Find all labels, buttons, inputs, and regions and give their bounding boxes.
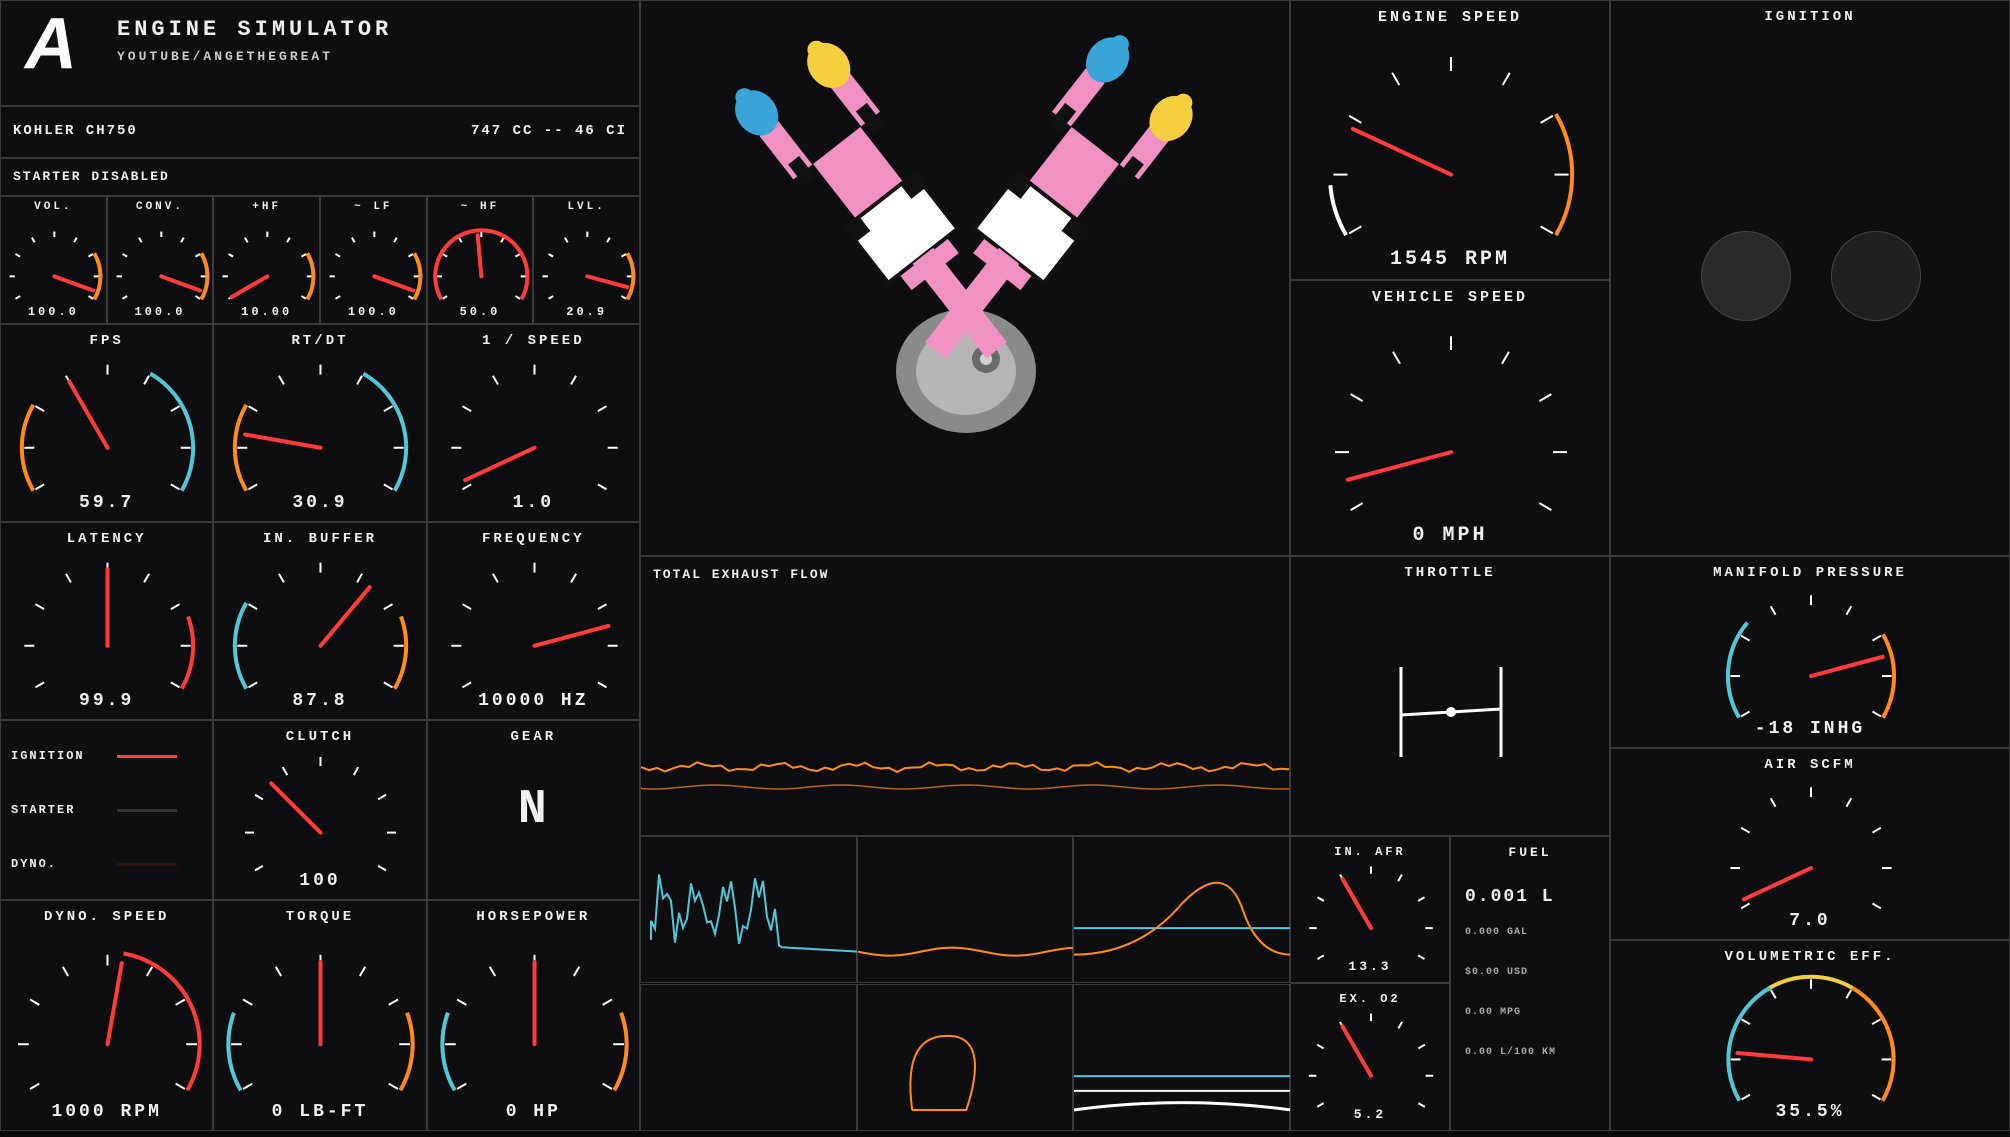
gauge-r3-1-value: 87.8 xyxy=(214,691,425,711)
ignition-dot-1 xyxy=(1701,231,1791,321)
toggle-dyno[interactable]: DYNO. xyxy=(11,849,177,879)
mini-gauge-3-value: 100.0 xyxy=(321,305,426,319)
mini-gauge-2: +HF10.00 xyxy=(213,196,320,324)
engine-name: KOHLER CH750 xyxy=(13,123,138,139)
fuel-line-0: 0.000 GAL xyxy=(1465,927,1528,938)
toggle-indicator xyxy=(117,863,177,866)
manifold-value: -18 INHG xyxy=(1611,719,2009,739)
air-scfm: AIR SCFM7.0 xyxy=(1610,748,2010,940)
toggle-starter[interactable]: STARTER xyxy=(11,795,177,825)
toggle-label: IGNITION xyxy=(11,749,101,763)
exhaust-flow-panel: TOTAL EXHAUST FLOW xyxy=(640,556,1290,836)
throttle-panel: THROTTLE xyxy=(1290,556,1610,836)
waveform-1 xyxy=(857,836,1074,983)
ignition-panel: IGNITION xyxy=(1610,0,2010,556)
volumetric-value: 35.5% xyxy=(1611,1102,2009,1122)
clutch-value: 100 xyxy=(214,871,425,891)
mini-gauge-2-value: 10.00 xyxy=(214,305,319,319)
mini-gauge-1: CONV.100.0 xyxy=(107,196,214,324)
toggles-panel: IGNITION STARTER DYNO. xyxy=(0,720,213,900)
gauge-r2-1: RT/DT30.9 xyxy=(213,324,426,522)
ex-o2: EX. O25.2 xyxy=(1290,983,1450,1131)
gauge-r3-2: FREQUENCY10000 HZ xyxy=(427,522,640,720)
engine-displacement: 747 CC -- 46 CI xyxy=(471,123,627,139)
engine-speed-value: 1545 RPM xyxy=(1291,248,1609,271)
gauge-r3-1: IN. BUFFER87.8 xyxy=(213,522,426,720)
gauge-r2-0-value: 59.7 xyxy=(1,493,212,513)
gauge-r5-1-dial xyxy=(214,901,427,1132)
engine-visualization[interactable] xyxy=(640,0,1290,556)
volumetric: VOLUMETRIC EFF.35.5% xyxy=(1610,940,2010,1131)
mini-gauge-1-value: 100.0 xyxy=(108,305,213,319)
gauge-r5-1-value: 0 LB-FT xyxy=(214,1102,425,1122)
mini-gauge-4: ~ HF50.0 xyxy=(427,196,534,324)
fuel-label: FUEL xyxy=(1451,837,1609,860)
mini-gauge-5-value: 20.9 xyxy=(534,305,639,319)
gear-value: N xyxy=(428,721,639,899)
gauge-r5-1: TORQUE0 LB-FT xyxy=(213,900,426,1131)
fuel-panel: FUEL 0.001 L 0.000 GAL $0.00 USD 0.00 MPG 0.0… xyxy=(1450,836,1610,1131)
air-scfm-value: 7.0 xyxy=(1611,911,2009,931)
app-title: ENGINE SIMULATOR xyxy=(117,17,392,42)
mini-gauge-0-value: 100.0 xyxy=(1,305,106,319)
gauge-r2-2-value: 1.0 xyxy=(428,493,639,513)
gauge-r5-2-value: 0 HP xyxy=(428,1102,639,1122)
starter-status-label: STARTER DISABLED xyxy=(13,169,170,184)
fuel-line-2: 0.00 MPG xyxy=(1465,1007,1521,1018)
gauge-r5-0-value: 1000 RPM xyxy=(1,1102,212,1122)
fuel-line-1: $0.00 USD xyxy=(1465,967,1528,978)
toggle-label: DYNO. xyxy=(11,857,101,871)
engine-speed: ENGINE SPEED1545 RPM xyxy=(1290,0,1610,280)
gauge-r3-0-value: 99.9 xyxy=(1,691,212,711)
waveform-2 xyxy=(1073,836,1290,983)
toggle-indicator xyxy=(117,809,177,812)
vehicle-speed: VEHICLE SPEED0 MPH xyxy=(1290,280,1610,556)
gear-panel: GEARN xyxy=(427,720,640,900)
engine-info: KOHLER CH750 747 CC -- 46 CI xyxy=(0,106,640,158)
vehicle-speed-value: 0 MPH xyxy=(1291,524,1609,547)
ignition-dot-2 xyxy=(1831,231,1921,321)
waveform-4 xyxy=(1073,984,1290,1131)
waveform-3 xyxy=(857,984,1074,1131)
ignition-panel-label: IGNITION xyxy=(1611,1,2009,25)
in-afr: IN. AFR13.3 xyxy=(1290,836,1450,983)
app-subtitle: YOUTUBE/ANGETHEGREAT xyxy=(117,49,333,64)
mini-gauge-5: LVL.20.9 xyxy=(533,196,640,324)
engine-speed-dial xyxy=(1291,1,1611,281)
starter-status: STARTER DISABLED xyxy=(0,158,640,196)
mini-gauge-3: ~ LF100.0 xyxy=(320,196,427,324)
fuel-line-3: 0.00 L/100 KM xyxy=(1465,1047,1556,1058)
toggle-ignition[interactable]: IGNITION xyxy=(11,741,177,771)
waveform-0 xyxy=(640,836,857,983)
gauge-r5-2: HORSEPOWER0 HP xyxy=(427,900,640,1131)
gauge-r5-2-dial xyxy=(428,901,641,1132)
toggle-indicator xyxy=(117,755,177,758)
gauge-r3-2-value: 10000 HZ xyxy=(428,691,639,711)
toggle-label: STARTER xyxy=(11,803,101,817)
gauge-r2-2: 1 / SPEED1.0 xyxy=(427,324,640,522)
gauge-r3-0: LATENCY99.9 xyxy=(0,522,213,720)
fuel-liters: 0.001 L xyxy=(1465,887,1555,907)
gauge-r2-1-value: 30.9 xyxy=(214,493,425,513)
mini-gauge-4-value: 50.0 xyxy=(428,305,533,319)
vehicle-speed-dial xyxy=(1291,281,1611,557)
in-afr-value: 13.3 xyxy=(1291,959,1449,974)
mini-gauge-0: VOL.100.0 xyxy=(0,196,107,324)
gauge-r5-0: DYNO. SPEED1000 RPM xyxy=(0,900,213,1131)
ex-o2-value: 5.2 xyxy=(1291,1107,1449,1122)
header: A ENGINE SIMULATOR YOUTUBE/ANGETHEGREAT xyxy=(0,0,640,106)
waveform-empty xyxy=(640,984,857,1131)
gauge-r5-0-dial xyxy=(1,901,214,1132)
gauge-r2-0: FPS59.7 xyxy=(0,324,213,522)
clutch: CLUTCH100 xyxy=(213,720,426,900)
logo: A xyxy=(25,3,79,85)
manifold: MANIFOLD PRESSURE-18 INHG xyxy=(1610,556,2010,748)
